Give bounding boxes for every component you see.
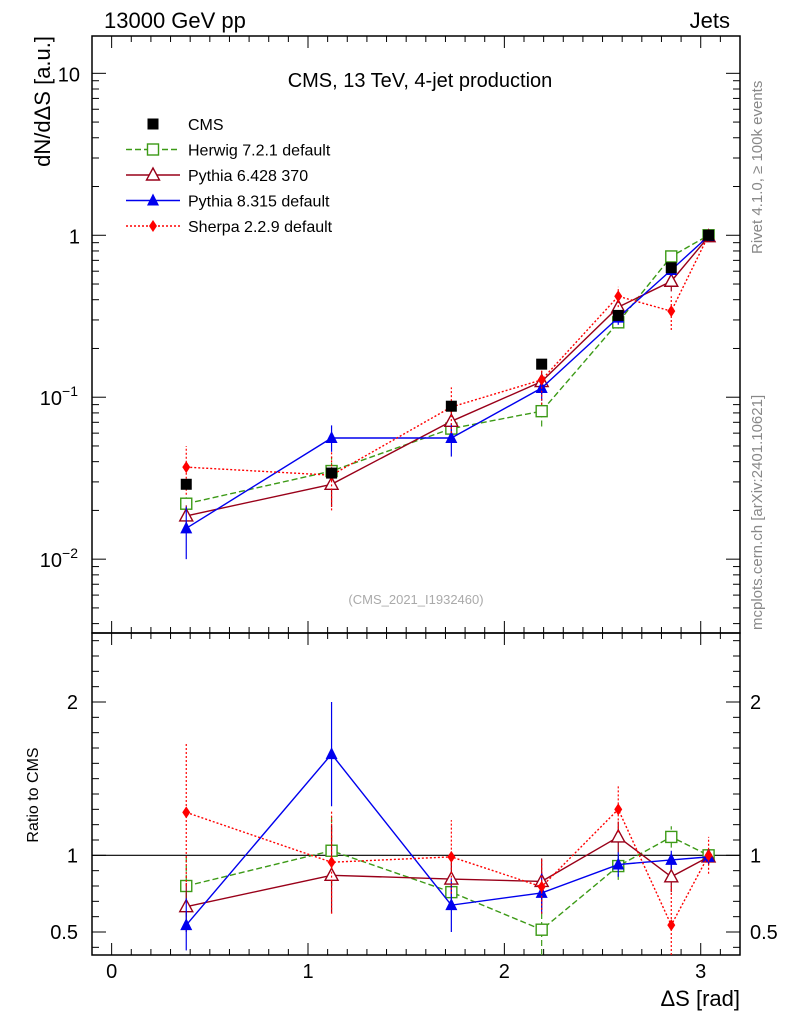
main-point-sherpa-2-2-9-default — [537, 373, 546, 386]
header-left-label: 13000 GeV pp — [104, 8, 246, 33]
main-point-herwig-7-2-1-default — [535, 404, 548, 418]
legend-label-pythia-6-428-370: Pythia 6.428 370 — [188, 168, 308, 185]
main-point-cms — [180, 478, 192, 490]
main-ytick-label: 10−1 — [40, 383, 78, 410]
mcplots-label: mcplots.cern.ch [arXiv:2401.10621] — [749, 395, 766, 630]
ratio-xtick-label: 0 — [106, 961, 117, 983]
main-point-cms — [703, 229, 715, 241]
ratio-ytick-label-left: 0.5 — [50, 922, 78, 944]
main-point-cms — [612, 309, 624, 321]
main-point-cms — [326, 467, 338, 479]
main-point-herwig-7-2-1-default — [665, 250, 678, 263]
main-point-pythia-6-428-370 — [663, 272, 679, 287]
main-point-pythia-8-315-default — [445, 430, 458, 443]
ratio-xtick-label: 1 — [302, 961, 313, 983]
legend: CMS Herwig 7.2.1 default Pythia 6.428 370 P… — [126, 117, 333, 236]
ratio-ylabel: Ratio to CMS — [25, 747, 42, 842]
ratio-point-sherpa-2-2-9-default — [537, 880, 546, 893]
ratio-ytick-label-right: 0.5 — [750, 922, 778, 944]
header-right-label: Jets — [690, 8, 730, 33]
legend-label-herwig-7-2-1-default: Herwig 7.2.1 default — [188, 143, 331, 160]
ratio-ytick-label-right: 2 — [750, 692, 761, 714]
main-point-sherpa-2-2-9-default — [614, 290, 623, 303]
main-point-cms — [445, 400, 457, 412]
main-point-cms — [665, 262, 677, 274]
main-line-herwig-7-2-1-default — [186, 234, 709, 505]
ratio-ytick-label-right: 1 — [750, 845, 761, 867]
ratio-point-sherpa-2-2-9-default — [614, 803, 623, 816]
main-line-pythia-8-315-default — [185, 235, 710, 529]
ratio-point-pythia-6-428-370 — [663, 868, 679, 883]
ratio-plot-panel: 0.5 0.5 1 1 2 2 0 1 2 3 — [50, 632, 778, 983]
ratio-xtick-label: 3 — [695, 961, 706, 983]
ratio-ytick-label-left: 2 — [67, 692, 78, 714]
ratio-point-sherpa-2-2-9-default — [704, 849, 713, 862]
rivet-label: Rivet 4.1.0, ≥ 100k events — [749, 81, 766, 254]
ratio-point-pythia-6-428-370 — [323, 866, 340, 881]
ratio-point-herwig-7-2-1-default — [665, 830, 678, 844]
ratio-point-pythia-6-428-370 — [610, 828, 626, 843]
legend-label-cms: CMS — [188, 117, 224, 134]
ratio-point-pythia-8-315-default — [665, 852, 678, 865]
ratio-point-pythia-8-315-default — [612, 857, 625, 870]
main-ytick-label: 10 — [58, 64, 80, 86]
ratio-point-pythia-8-315-default — [445, 898, 458, 911]
main-title: CMS, 13 TeV, 4-jet production — [288, 70, 553, 92]
main-ytick-label: 10−2 — [40, 545, 78, 572]
main-point-sherpa-2-2-9-default — [667, 305, 676, 318]
legend-label-sherpa-2-2-9-default: Sherpa 2.2.9 default — [188, 219, 333, 236]
ratio-xlabel: ΔS [rad] — [660, 986, 740, 1011]
main-ytick-label: 1 — [69, 226, 80, 248]
ratio-point-pythia-8-315-default — [180, 918, 193, 931]
legend-marker-cms — [147, 118, 159, 130]
main-ylabel: dN/dΔS [a.u.] — [30, 36, 55, 167]
main-line-pythia-6-428-370 — [186, 236, 710, 517]
main-point-pythia-8-315-default — [180, 521, 193, 534]
main-point-cms — [536, 358, 548, 370]
ratio-xtick-label: 2 — [499, 961, 510, 983]
ratio-point-herwig-7-2-1-default — [535, 923, 548, 936]
ratio-point-sherpa-2-2-9-default — [327, 856, 336, 869]
ratio-point-pythia-8-315-default — [325, 747, 338, 760]
ratio-line-pythia-8-315-default — [185, 753, 709, 926]
legend-label-pythia-8-315-default: Pythia 8.315 default — [188, 194, 330, 211]
legend-marker-sherpa-2-2-9-default — [149, 220, 157, 232]
ratio-ytick-label-left: 1 — [67, 845, 78, 867]
ratio-point-sherpa-2-2-9-default — [667, 919, 676, 932]
legend-marker-herwig-7-2-1-default — [146, 143, 160, 156]
legend-marker-pythia-6-428-370 — [145, 166, 161, 181]
main-plot-panel: 10−2 10−1 1 10 — [40, 35, 741, 634]
ratio-point-sherpa-2-2-9-default — [182, 806, 191, 819]
legend-marker-pythia-8-315-default — [147, 193, 159, 206]
ratio-point-sherpa-2-2-9-default — [447, 850, 456, 863]
main-watermark: (CMS_2021_I1932460) — [348, 592, 483, 607]
main-point-pythia-8-315-default — [325, 430, 338, 443]
main-point-sherpa-2-2-9-default — [182, 461, 191, 474]
